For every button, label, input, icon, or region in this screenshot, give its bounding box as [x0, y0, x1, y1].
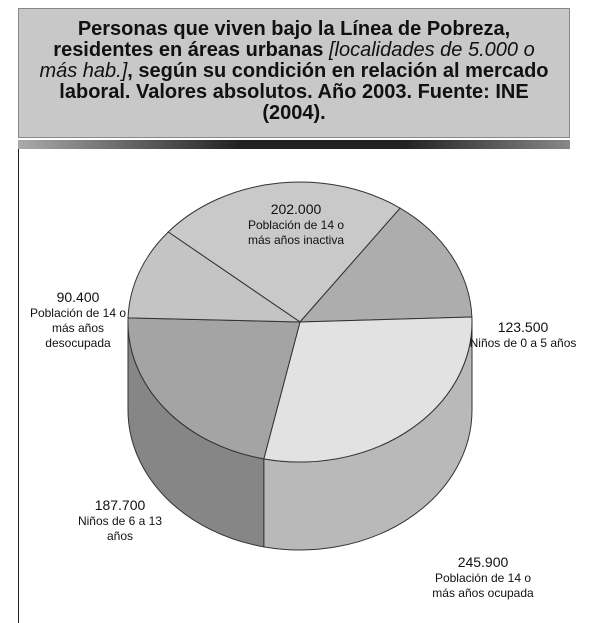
slice-label: 245.900 Población de 14 o más años ocupad… [418, 553, 548, 601]
slice [127, 317, 301, 460]
value-label: 245.900 [457, 554, 509, 570]
slice-label: 90.400 Población de 14 o más años desocup… [8, 288, 148, 351]
slice-label: 123.500 Niños de 0 a 5 años [458, 318, 588, 351]
category-label: Niños de 6 a 13 años [77, 514, 163, 543]
category-label: Población de 14 o más años inactiva [247, 218, 345, 247]
value-label: 202.000 [270, 201, 322, 217]
frame-line [18, 149, 19, 623]
slice-label: 202.000 Población de 14 o más años inacti… [221, 200, 371, 248]
value-label: 187.700 [94, 497, 146, 513]
slice [127, 231, 302, 323]
title-rule [18, 140, 570, 149]
title-note: [localidades de 5.000 o más hab.] [39, 39, 535, 82]
slice-label: 187.700 Niños de 6 a 13 años [45, 496, 195, 544]
value-label: 123.500 [497, 319, 549, 335]
slice [263, 316, 473, 463]
chart-title: Personas que viven bajo la Línea de Pobr… [18, 8, 570, 138]
title-part: , según su condición en relación al merc… [59, 60, 549, 124]
title-part: Personas que viven bajo la Línea de Pobr… [53, 18, 511, 61]
category-label: Niños de 0 a 5 años [469, 336, 577, 350]
category-label: Población de 14 o más años desocupada [29, 306, 127, 350]
value-label: 90.400 [56, 289, 100, 305]
slice [298, 207, 473, 323]
slice [167, 181, 401, 323]
category-label: Población de 14 o más años ocupada [432, 571, 534, 600]
